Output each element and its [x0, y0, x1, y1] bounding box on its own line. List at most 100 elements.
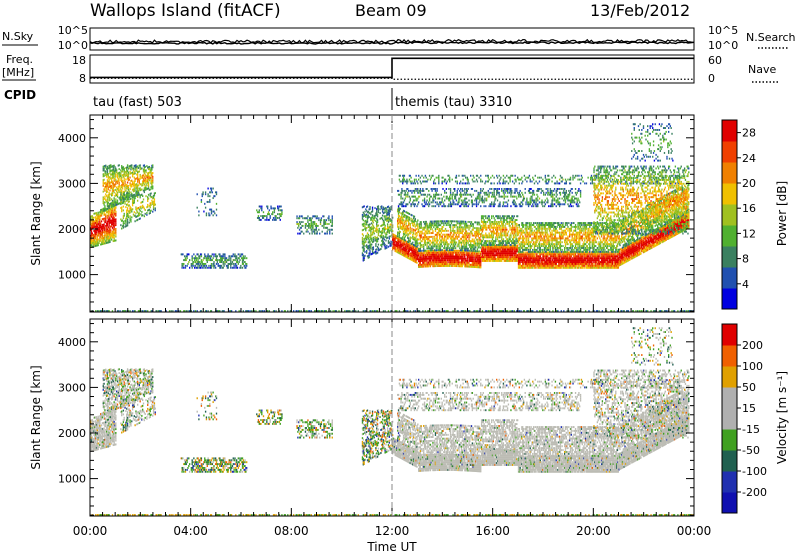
power-cell	[112, 227, 113, 229]
power-cell	[109, 239, 110, 241]
power-cell	[152, 166, 153, 168]
power-cell	[205, 263, 206, 265]
cpid-first-mode: tau (fast) 503	[93, 95, 182, 110]
power-cell	[99, 228, 100, 230]
power-cell	[152, 182, 153, 184]
power-cell	[127, 182, 128, 184]
power-cell	[197, 253, 198, 255]
power-cell	[108, 211, 109, 213]
power-cell	[109, 197, 110, 199]
power-cell	[138, 190, 139, 192]
power-cell	[148, 184, 149, 186]
power-cell	[111, 225, 112, 227]
power-cell	[119, 189, 120, 191]
power-cell	[202, 267, 203, 269]
nave-tick-low: 0	[708, 72, 715, 85]
power-cell	[152, 172, 153, 174]
power-cell	[124, 187, 125, 189]
power-cell	[152, 178, 153, 180]
power-cell	[201, 265, 202, 267]
power-cell	[140, 208, 141, 210]
power-cell	[200, 267, 201, 269]
power-cell	[104, 201, 105, 203]
power-cell	[104, 190, 105, 192]
power-cell	[122, 186, 123, 188]
power-cell	[103, 212, 104, 214]
power-cell	[137, 200, 138, 202]
power-cell	[113, 234, 114, 236]
power-cell	[137, 187, 138, 189]
power-cell	[108, 173, 109, 175]
power-cell	[121, 177, 122, 179]
power-cell	[150, 177, 151, 179]
freq-label: Freq.	[6, 53, 33, 66]
power-cell	[185, 267, 186, 269]
power-cell	[103, 173, 104, 175]
power-cell	[125, 178, 126, 180]
power-cell	[205, 267, 206, 269]
power-cell	[128, 195, 129, 197]
power-cell	[146, 184, 147, 186]
power-cell	[150, 202, 151, 204]
power-cell	[150, 206, 151, 208]
power-cell	[106, 227, 107, 229]
power-cell	[123, 225, 124, 227]
power-cell	[113, 215, 114, 217]
power-cell	[137, 194, 138, 196]
power-cell	[129, 179, 130, 181]
power-cell	[185, 265, 186, 267]
power-cell	[197, 259, 198, 261]
power-cell	[92, 215, 93, 217]
power-cell	[110, 231, 111, 233]
power-cell	[137, 196, 138, 198]
power-cell	[147, 204, 148, 206]
power-cell	[115, 234, 116, 236]
power-cell	[192, 255, 193, 257]
power-cell	[183, 267, 184, 269]
power-cell	[99, 219, 100, 221]
power-cell	[137, 219, 138, 221]
power-cell	[106, 176, 107, 178]
power-cell	[133, 194, 134, 196]
power-cell	[183, 263, 184, 265]
power-cell	[194, 267, 195, 269]
power-cell	[91, 244, 92, 246]
power-cell	[123, 182, 124, 184]
nsky-label: N.Sky	[2, 30, 34, 43]
power-cell	[195, 261, 196, 263]
power-cell	[114, 209, 115, 211]
power-cell	[121, 199, 122, 201]
power-cell	[139, 178, 140, 180]
power-cell	[128, 187, 129, 189]
power-cell	[124, 177, 125, 179]
power-cell	[129, 167, 130, 169]
power-cell	[192, 257, 193, 259]
power-cell	[110, 229, 111, 231]
power-cell	[113, 211, 114, 213]
power-cell	[125, 220, 126, 222]
power-cell	[205, 255, 206, 257]
power-cell	[202, 261, 203, 263]
power-cell	[128, 214, 129, 216]
power-cell	[130, 219, 131, 221]
power-cell	[154, 194, 155, 196]
power-cell	[116, 169, 117, 171]
power-cell	[92, 232, 93, 234]
power-cell	[124, 192, 125, 194]
power-cell	[108, 215, 109, 217]
power-cell	[145, 213, 146, 215]
power-cell	[115, 175, 116, 177]
power-cell	[139, 170, 140, 172]
power-cell	[104, 229, 105, 231]
power-cell	[126, 200, 127, 202]
power-cell	[125, 190, 126, 192]
power-cell	[93, 217, 94, 219]
power-cell	[113, 217, 114, 219]
power-cell	[199, 257, 200, 259]
power-cell	[119, 182, 120, 184]
power-cell	[203, 267, 204, 269]
power-cell	[134, 190, 135, 192]
power-cell	[108, 188, 109, 190]
power-cell	[121, 207, 122, 209]
power-cell	[102, 235, 103, 237]
